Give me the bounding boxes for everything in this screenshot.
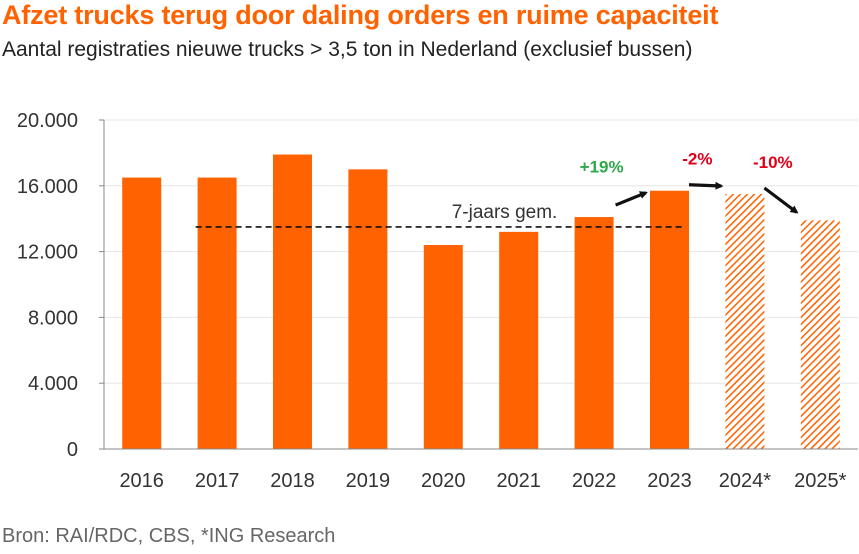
bar (574, 217, 614, 449)
x-tick-label: 2018 (270, 470, 315, 492)
x-tick-label: 2016 (119, 470, 164, 492)
change-arrow (763, 186, 799, 214)
x-tick-label: 2025* (794, 470, 846, 492)
bar (650, 190, 689, 450)
chart-subtitle: Aantal registraties nieuwe trucks > 3,5 … (2, 38, 693, 61)
x-tick-label: 2022 (572, 470, 617, 492)
x-tick-label: 2024* (719, 470, 771, 492)
change-label: -2% (682, 150, 712, 169)
change-label: +19% (580, 158, 624, 177)
bar (348, 169, 388, 449)
reference-line-group: 7-jaars gem. (195, 202, 684, 228)
average-line-label: 7-jaars gem. (452, 202, 558, 223)
chart-title: Afzet trucks terug door daling orders en… (2, 0, 719, 30)
bar (122, 177, 162, 449)
y-tick-label: 4.000 (28, 373, 78, 395)
y-tick-label: 8.000 (28, 307, 78, 329)
source-note: Bron: RAI/RDC, CBS, *ING Research (2, 525, 336, 547)
bar-chart: 0 4.000 8.000 12.000 16.000 20.000 2016 2017 201… (17, 110, 858, 492)
y-tick-label: 0 (67, 439, 78, 461)
bar (423, 245, 463, 449)
forecast-bar (725, 194, 765, 449)
y-tick-label: 16.000 (17, 176, 78, 198)
x-tick-label: 2020 (421, 470, 466, 492)
change-arrow (688, 181, 724, 190)
x-tick-label: 2017 (195, 470, 240, 492)
bar (273, 154, 312, 450)
annotations: +19% -2% -10% (580, 150, 799, 214)
y-tick-label: 20.000 (17, 110, 78, 132)
forecast-bar (800, 220, 840, 449)
bars (122, 154, 840, 450)
x-tick-label: 2021 (496, 470, 541, 492)
bar (499, 231, 539, 449)
change-label: -10% (753, 153, 793, 172)
axes: 0 4.000 8.000 12.000 16.000 20.000 2016 2017 201… (17, 110, 858, 492)
change-arrow (614, 191, 648, 207)
x-tick-label: 2023 (647, 470, 692, 492)
bar (197, 177, 237, 449)
x-tick-label: 2019 (346, 470, 391, 492)
y-tick-label: 12.000 (17, 242, 78, 264)
